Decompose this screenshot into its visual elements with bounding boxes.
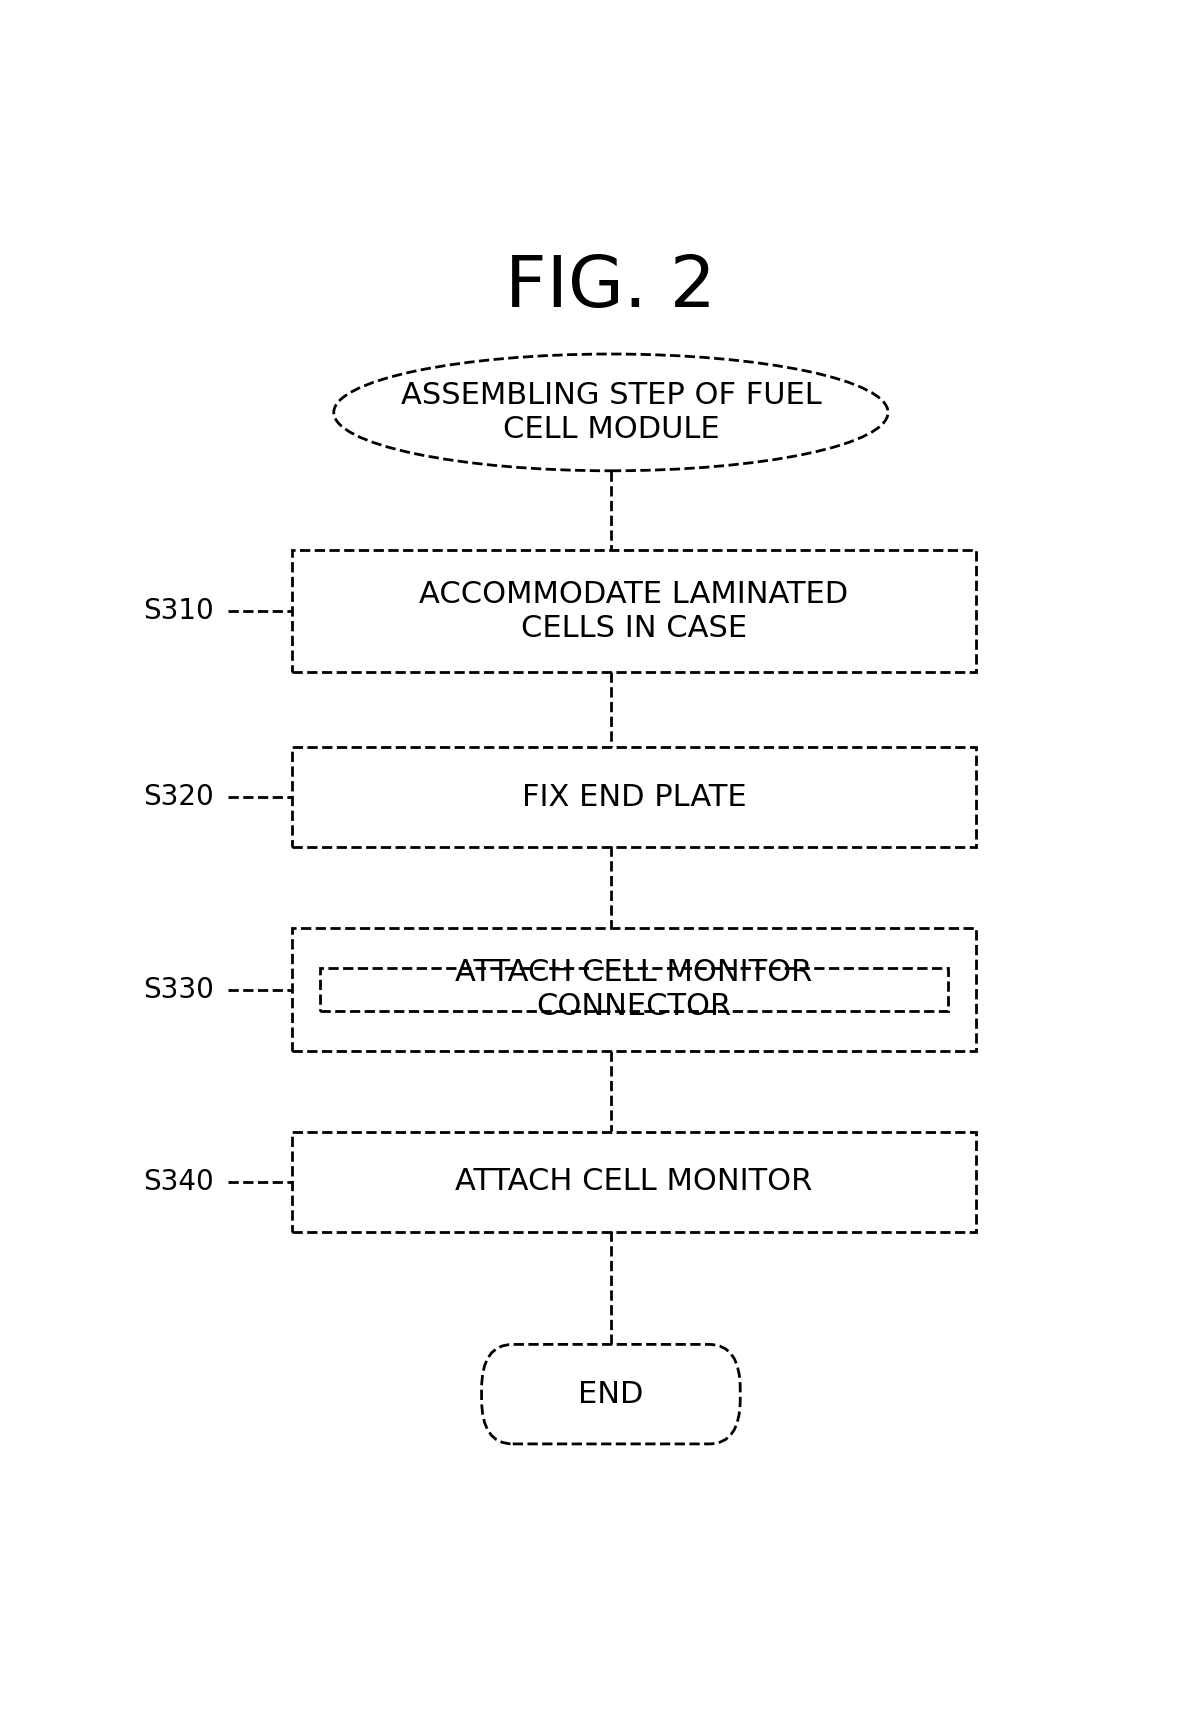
FancyBboxPatch shape (292, 929, 976, 1051)
Text: ACCOMMODATE LAMINATED
CELLS IN CASE: ACCOMMODATE LAMINATED CELLS IN CASE (420, 581, 849, 643)
FancyBboxPatch shape (292, 748, 976, 848)
FancyBboxPatch shape (319, 968, 948, 1011)
Text: S340: S340 (143, 1168, 213, 1196)
Text: ATTACH CELL MONITOR
CONNECTOR: ATTACH CELL MONITOR CONNECTOR (455, 958, 813, 1020)
Text: FIX END PLATE: FIX END PLATE (522, 782, 746, 812)
Text: S330: S330 (143, 975, 213, 1003)
FancyBboxPatch shape (482, 1344, 740, 1444)
Text: S310: S310 (143, 598, 213, 625)
FancyBboxPatch shape (292, 550, 976, 672)
Text: ASSEMBLING STEP OF FUEL
CELL MODULE: ASSEMBLING STEP OF FUEL CELL MODULE (401, 381, 821, 445)
Text: END: END (578, 1380, 644, 1409)
Text: ATTACH CELL MONITOR: ATTACH CELL MONITOR (455, 1168, 813, 1196)
Ellipse shape (334, 353, 888, 470)
FancyBboxPatch shape (292, 1132, 976, 1232)
Text: S320: S320 (143, 784, 213, 812)
Text: FIG. 2: FIG. 2 (505, 253, 716, 322)
